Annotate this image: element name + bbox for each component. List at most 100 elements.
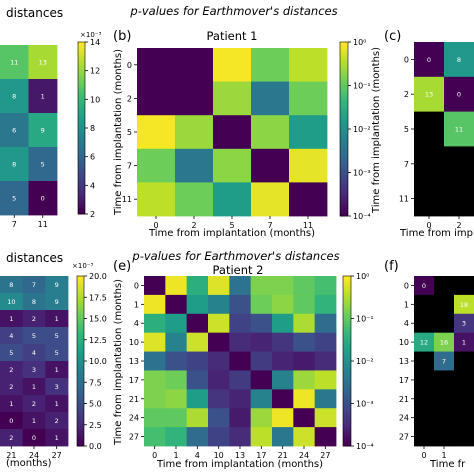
panel-b-colorbar-gradient-step-4 [340,53,348,57]
panel-f-cell-r0-c2 [454,276,474,296]
panel-e-x-tick-label-0: 0 [152,451,157,460]
panel-f-cell-r0-c1 [434,276,455,296]
panel-e-x-tick-label-1: 1 [173,451,178,460]
panel-c-cell-label-r0-c1: 8 [457,56,461,64]
panel-b-cell-r2-c4 [289,115,328,150]
panel-d-colorbar-gradient-step-15 [77,318,84,322]
panel-a-colorbar-gradient-step-32 [78,133,85,138]
panel-a-colorbar-gradient-step-57 [78,205,85,209]
panel-e-colorbar-gradient-step-8 [343,298,351,302]
panel-a-colorbar-gradient-step-31 [78,130,85,135]
panel-e-cell-r5-c0 [144,370,166,390]
panel-a-cell-r3-c1 [28,147,58,182]
panel-b-colorbar-gradient-step-32 [340,134,348,139]
panel-e-cell-r5-c6 [272,370,294,390]
panel-b-colorbar-gradient-step-6 [340,59,348,63]
panel-b-cell-r1-c2 [213,81,252,116]
panel-e-cell-r0-c0 [144,276,166,296]
panel-f-xlabel: Time fr [429,459,466,470]
panel-e-cell-r0-c7 [293,276,316,296]
panel-d-cell-r6-c2 [45,378,69,396]
panel-a-colorbar-gradient-step-11 [78,73,85,77]
panel-e-y-tick-label-4: 13 [129,357,139,366]
panel-b-x-tick-label-3: 7 [267,221,272,230]
panel-f-cell-label-r3-c1: 16 [440,339,448,347]
panel-b-colorbar-gradient-step-19 [340,97,348,101]
panel-b-y-tick-label-3: 7 [127,162,132,171]
panel-b-colorbar-gradient-step-58 [340,210,348,214]
panel-b-colorbar-gradient-step-20 [340,100,348,104]
panel-b-colorbar-tick-label-4: 10⁻⁴ [353,212,371,221]
panel-e-colorbar-gradient-step-25 [343,346,351,351]
panel-e-x-tick-label-7: 24 [299,451,309,460]
panel-e-ylabel: Time from implantation (months) [113,279,124,446]
panel-b-colorbar-gradient-step-26 [340,117,348,121]
panel-c-xlabel: Time from implantation [399,228,474,239]
panel-a-cell-r0-c0 [0,45,29,80]
panel-e-label: (e) [113,259,131,274]
panel-e-cell-r2-c0 [144,313,166,334]
panel-d-cell-r2-c1 [22,310,46,328]
panel-a-cell-r3-c0 [0,147,29,182]
panel-d-cell-label-r7-c1: 2 [32,400,36,408]
panel-f-cell-label-r2-c2: 3 [462,320,466,328]
panel-e-colorbar-gradient-step-48 [343,412,351,416]
panel-b-title-line2: Patient 1 [206,29,257,43]
panel-b-colorbar-tick-label-1: 10⁻¹ [353,82,371,91]
panel-e-cell-r3-c1 [165,332,188,352]
panel-c-cell-r1-c1 [444,76,474,112]
panel-d-cell-label-r8-c0: 0 [9,417,13,425]
panel-d-colorbar-gradient-step-26 [77,349,84,353]
panel-e-cell-r5-c3 [208,370,230,390]
panel-a-colorbar-gradient-step-20 [78,99,85,103]
panel-e-colorbar-gradient-step-54 [343,429,351,433]
panel-b-colorbar-gradient-step-45 [340,172,348,176]
panel-b-colorbar-gradient-step-24 [340,111,348,115]
panel-a-colorbar-tick-label-3: 8 [90,124,95,133]
panel-a-colorbar-gradient-step-17 [78,90,85,95]
panel-b-cell-r1-c1 [175,81,214,116]
panel-a-cbar-exponent: ×10⁻³ [80,31,101,39]
panel-e-cell-r7-c1 [165,408,188,428]
panel-d-cell-r5-c0 [0,361,24,379]
panel-e-cell-r7-c0 [144,408,166,428]
panel-e-colorbar-gradient-step-55 [343,431,351,436]
panel-d-colorbar-gradient-step-7 [77,295,84,300]
panel-e-x-tick-label-8: 27 [320,451,330,460]
panel-e-cell-r4-c5 [250,351,273,371]
panel-b-cell-r0-c1 [175,48,214,82]
panel-e-colorbar-tick-label-2: 10⁻² [356,357,374,366]
panel-a-colorbar-gradient-step-49 [78,182,85,186]
panel-d-colorbar-gradient-step-5 [77,290,84,294]
panel-d-cell-r2-c2 [45,310,69,328]
panel-b-y-tick-label-1: 2 [127,94,132,103]
panel-a-colorbar-gradient-step-43 [78,165,85,169]
panel-e-cell-r8-c8 [314,427,337,447]
panel-a: distances 11 13 8 1 6 9 8 5 5 0 7 11 ×10⁻³ 14 12 10 8… [0,6,101,229]
panel-b-colorbar-gradient-step-35 [340,143,348,147]
panel-b-colorbar-gradient-step-56 [340,204,348,208]
panel-e-cell-r4-c7 [293,351,316,371]
panel-a-colorbar-gradient-step-51 [78,188,85,192]
panel-f-cell-r6-c0 [414,389,435,409]
panel-e-x-tick-label-3: 10 [214,451,224,460]
panel-a-colorbar-gradient-step-33 [78,136,85,140]
panel-b-cell-r2-c1 [175,115,214,150]
panel-d-cell-label-r3-c2: 5 [55,332,59,340]
panel-a-colorbar-gradient-step-1 [78,44,85,49]
panel-a-colorbar-tick-label-2: 10 [90,95,100,104]
panel-e-xlabel: Time from implantation (months) [156,459,323,470]
panel-f-cell-r3-c1 [434,332,455,352]
panel-b: (b) p-values for Earthmover's distances … [113,4,371,239]
panel-a-colorbar-gradient-step-42 [78,162,85,166]
panel-b-colorbar-gradient-step-54 [340,198,348,202]
panel-e-colorbar-tick-label-3: 10⁻³ [356,400,374,409]
panel-e-cell-r2-c3 [208,313,230,334]
panel-a-colorbar-gradient-step-9 [78,67,85,72]
panel-e-y-tick-label-0: 0 [134,281,139,290]
panel-e-colorbar-gradient-step-35 [343,375,351,379]
panel-e-colorbar-gradient-step-58 [343,440,351,444]
panel-d-cell-r4-c2 [45,344,69,362]
panel-b-cell-r2-c0 [137,115,176,150]
panel-e-colorbar-gradient-step-24 [343,344,351,348]
